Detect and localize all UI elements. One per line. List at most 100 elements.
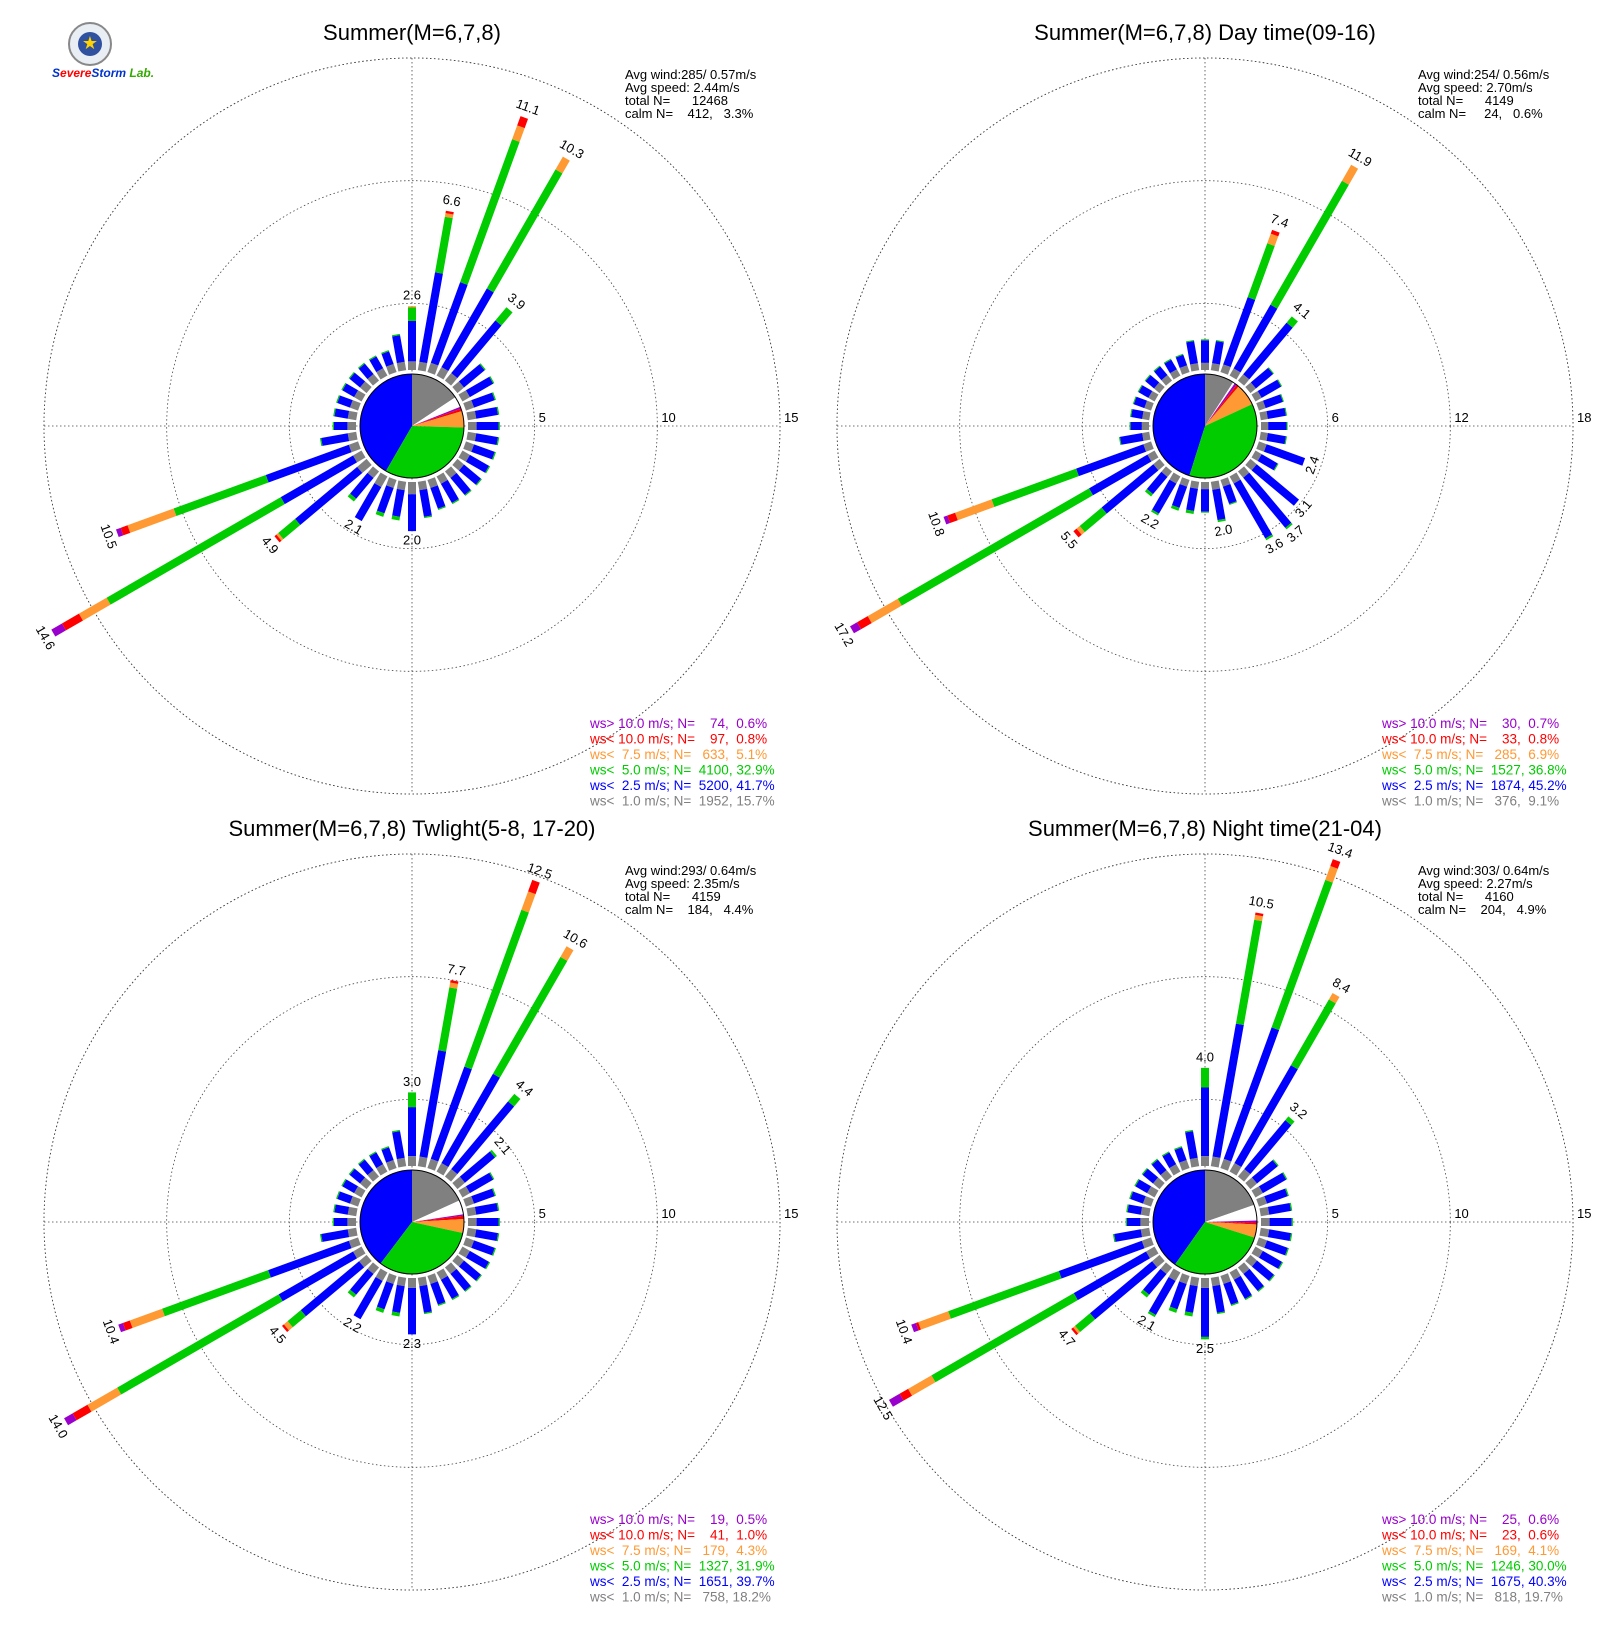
wind-bar-segment	[1142, 1196, 1154, 1207]
wind-bar-segment	[465, 376, 494, 398]
wind-bar-segment	[888, 1393, 904, 1407]
wind-bar-320	[1150, 1158, 1173, 1182]
stats-line: Avg speed: 2.44m/s	[625, 80, 740, 95]
wind-bar-segment	[512, 125, 525, 142]
stats-line: calm N= 204, 4.9%	[1418, 902, 1547, 917]
wind-bar-300	[341, 1178, 366, 1198]
wind-bar-230	[1073, 458, 1165, 538]
wind-bar-segment	[899, 1388, 913, 1401]
wind-bar-segment	[492, 956, 568, 1078]
wind-bar-segment	[1169, 1164, 1181, 1176]
pie-slice	[1205, 386, 1253, 426]
wind-bar-segment	[908, 1375, 936, 1396]
ring-tick-label: 10	[1454, 1206, 1468, 1221]
wind-bar-segment	[287, 1310, 306, 1328]
pie-slice	[1205, 1222, 1257, 1238]
pie-slice	[412, 411, 465, 428]
wind-bar-220	[347, 466, 380, 502]
wind-bar-70	[1256, 1188, 1289, 1207]
wind-bar-segment	[857, 616, 872, 630]
wind-bar-330	[368, 355, 388, 380]
wind-bar-segment	[106, 497, 285, 605]
wind-bar-250	[911, 1237, 1154, 1333]
wind-bar-segment	[1162, 1152, 1177, 1169]
wind-bar-segment	[1079, 507, 1107, 533]
wind-bar-segment	[396, 1276, 407, 1287]
wind-bar-label: 3.0	[403, 1074, 421, 1089]
wind-bar-segment	[1258, 1250, 1283, 1269]
wind-bar-segment	[1127, 1204, 1143, 1215]
wind-bar-20	[427, 879, 540, 1171]
wind-bar-80	[1259, 407, 1288, 421]
lab-logo-text: SevereStorm Lab.	[52, 66, 155, 80]
wind-bar-segment	[64, 1413, 77, 1426]
wind-bar-segment	[1286, 316, 1298, 328]
legend-entry: ws< 2.5 m/s; N= 1675, 40.3%	[1381, 1574, 1567, 1589]
wind-bar-segment	[458, 390, 470, 402]
wind-bar-segment	[1186, 487, 1198, 512]
wind-bar-segment	[528, 879, 540, 895]
wind-bar-label: 2.5	[1196, 1341, 1214, 1356]
pie-slice	[1152, 1170, 1205, 1265]
legend-entry: ws< 10.0 m/s; N= 33, 0.8%	[1381, 732, 1559, 747]
wind-bar-segment	[1189, 1157, 1200, 1168]
ring-tick-label: 15	[784, 1206, 798, 1221]
wind-bar-segment	[427, 362, 439, 375]
wind-bar-segment	[1220, 477, 1231, 487]
wind-bar-200	[1168, 1273, 1190, 1313]
wind-bar-140	[444, 1262, 472, 1292]
wind-bar-40	[444, 1093, 521, 1182]
pie-border	[1152, 1169, 1258, 1275]
chart-title: Summer(M=6,7,8) Twlight(5-8, 17-20)	[228, 816, 595, 841]
wind-bar-segment	[1268, 1274, 1275, 1282]
pie-slice	[359, 374, 412, 472]
wind-bar-segment	[1186, 340, 1198, 365]
wind-bar-segment	[376, 368, 388, 380]
wind-bar-50	[1245, 367, 1274, 394]
wind-bar-segment	[1073, 1251, 1151, 1301]
wind-bar-segment	[430, 1066, 472, 1162]
wind-bar-220	[1144, 466, 1173, 497]
wind-bar-80	[466, 1202, 500, 1217]
wind-bar-10	[417, 980, 459, 1168]
wind-bar-segment	[1270, 229, 1280, 237]
wind-bar-330	[368, 1151, 388, 1176]
wind-bar-segment	[1256, 1237, 1268, 1248]
wind-bar-segment	[1285, 1116, 1295, 1126]
pie-slice	[412, 374, 456, 426]
legend-entry: ws< 2.5 m/s; N= 1651, 39.7%	[589, 1574, 775, 1589]
wind-bar-segment	[1138, 385, 1153, 398]
wind-bar-segment	[1168, 1306, 1178, 1313]
ring-tick-label: 5	[1332, 1206, 1339, 1221]
wind-bar-segment	[441, 1073, 500, 1168]
wind-bar-segment	[1223, 1027, 1280, 1162]
wind-bar-segment	[458, 1260, 481, 1281]
wind-bar-segment	[1151, 509, 1159, 516]
wind-bar-100	[1259, 431, 1288, 445]
wind-bar-segment	[1144, 400, 1154, 411]
wind-bar-segment	[1243, 472, 1292, 528]
wind-bar-segment	[349, 372, 366, 388]
wind-bar-segment	[1131, 409, 1144, 419]
wind-bar-segment	[1257, 1285, 1265, 1292]
stats-line: calm N= 184, 4.4%	[625, 902, 754, 917]
wind-bar-segment	[1160, 1262, 1173, 1275]
wind-bar-segment	[1073, 528, 1082, 538]
wind-bar-segment	[367, 466, 380, 479]
wind-bar-segment	[1179, 477, 1190, 487]
stats-line: Avg wind:285/ 0.57m/s	[625, 67, 757, 82]
speed-pie	[359, 1169, 465, 1275]
wind-bar-segment	[465, 454, 490, 473]
pie-slice	[1205, 384, 1239, 426]
wind-bar-segment	[460, 139, 520, 285]
wind-bar-130	[1245, 1254, 1275, 1282]
pie-border	[359, 373, 465, 479]
wind-bar-segment	[451, 1295, 460, 1301]
wind-bar-segment	[1179, 1159, 1190, 1171]
wind-bar-segment	[1247, 243, 1275, 300]
wind-bar-330	[1163, 358, 1181, 380]
wind-bar-segment	[1161, 375, 1173, 386]
wind-bar-segment	[347, 1289, 357, 1298]
stats-line: total N= 12468	[625, 93, 728, 108]
wind-bar-segment	[1076, 525, 1085, 535]
